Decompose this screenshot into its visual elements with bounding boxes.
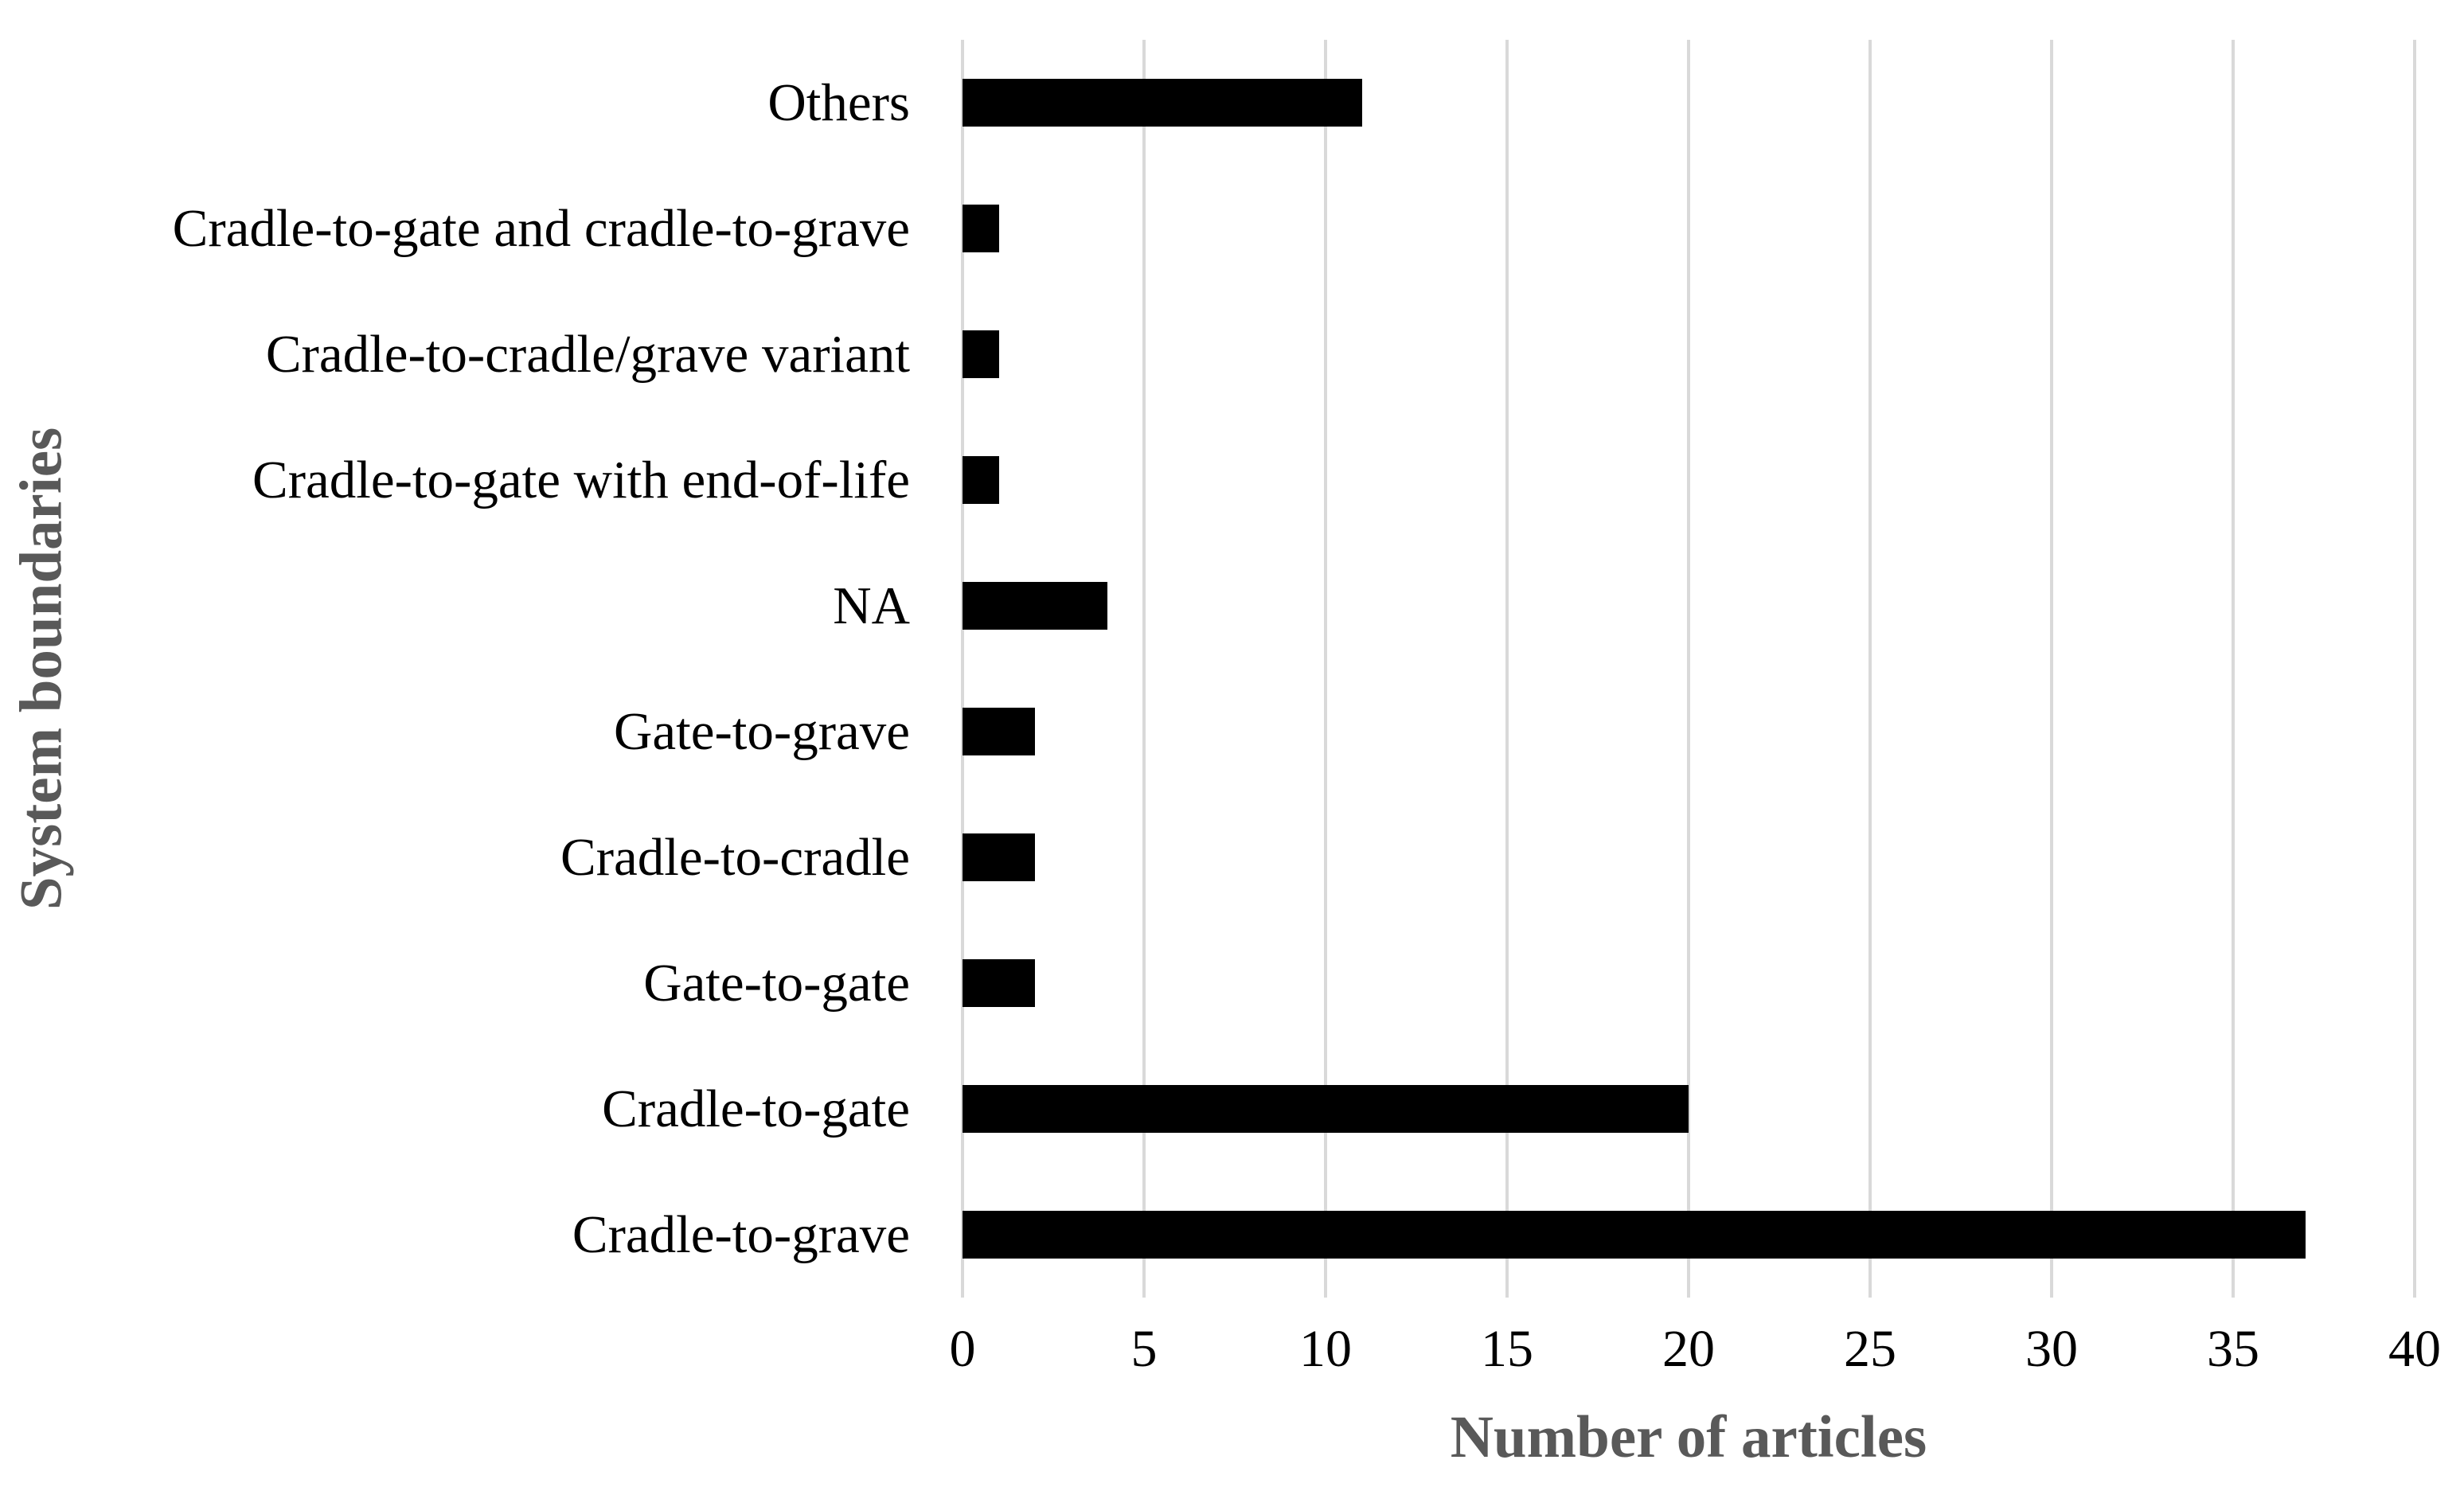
category-label: Cradle-to-cradle xyxy=(560,827,910,887)
gridline-35 xyxy=(2232,40,2235,1298)
bar-row xyxy=(963,920,2415,1046)
category-label: Gate-to-grave xyxy=(613,701,910,761)
x-tick-label: 30 xyxy=(2025,1320,2078,1378)
bar xyxy=(963,1085,1689,1133)
x-tick-label: 0 xyxy=(949,1320,976,1378)
x-axis-title: Number of articles xyxy=(1450,1404,1927,1470)
category-label: Cradle-to-grave xyxy=(572,1204,910,1264)
gridline-5 xyxy=(1142,40,1146,1298)
gridline-25 xyxy=(1869,40,1872,1298)
category-label: Cradle-to-gate xyxy=(602,1079,910,1138)
category-label: Others xyxy=(767,72,910,132)
bar xyxy=(963,582,1108,630)
bar-row xyxy=(963,166,2415,291)
bar-row xyxy=(963,1172,2415,1298)
gridline-40 xyxy=(2413,40,2416,1298)
bar xyxy=(963,833,1036,881)
bar-row xyxy=(963,543,2415,669)
bar-row xyxy=(963,40,2415,166)
x-tick-label: 5 xyxy=(1130,1320,1158,1378)
bar-series xyxy=(963,40,2415,1298)
x-tick-label: 40 xyxy=(2388,1320,2441,1378)
bar xyxy=(963,708,1036,755)
bar-row xyxy=(963,1046,2415,1172)
bar xyxy=(963,79,1362,127)
category-label: Cradle-to-gate with end-of-life xyxy=(252,450,910,509)
bar-row xyxy=(963,794,2415,920)
gridline-10 xyxy=(1324,40,1327,1298)
bar xyxy=(963,205,999,252)
category-label: Cradle-to-cradle/grave variant xyxy=(265,324,910,384)
x-tick-label: 35 xyxy=(2207,1320,2259,1378)
x-tick-label: 25 xyxy=(1844,1320,1896,1378)
bar xyxy=(963,959,1036,1007)
category-label: NA xyxy=(833,576,910,635)
bar-row xyxy=(963,417,2415,543)
x-axis-tick-labels: 0 5 10 15 20 25 30 35 40 xyxy=(950,1320,2442,1395)
bar-row xyxy=(963,291,2415,417)
bar xyxy=(963,456,999,504)
x-tick-label: 15 xyxy=(1481,1320,1533,1378)
gridline-30 xyxy=(2050,40,2053,1298)
gridline-15 xyxy=(1505,40,1509,1298)
category-label: Gate-to-gate xyxy=(643,953,910,1013)
gridline-0 xyxy=(961,40,964,1298)
bar xyxy=(963,330,999,378)
category-axis-labels: Others Cradle-to-gate and cradle-to-grave… xyxy=(0,40,935,1298)
gridline-20 xyxy=(1687,40,1690,1298)
category-label: Cradle-to-gate and cradle-to-grave xyxy=(172,198,910,258)
bar-row xyxy=(963,669,2415,794)
x-tick-label: 10 xyxy=(1299,1320,1352,1378)
x-tick-label: 20 xyxy=(1662,1320,1715,1378)
plot-area xyxy=(961,40,2416,1298)
bar xyxy=(963,1211,2306,1259)
